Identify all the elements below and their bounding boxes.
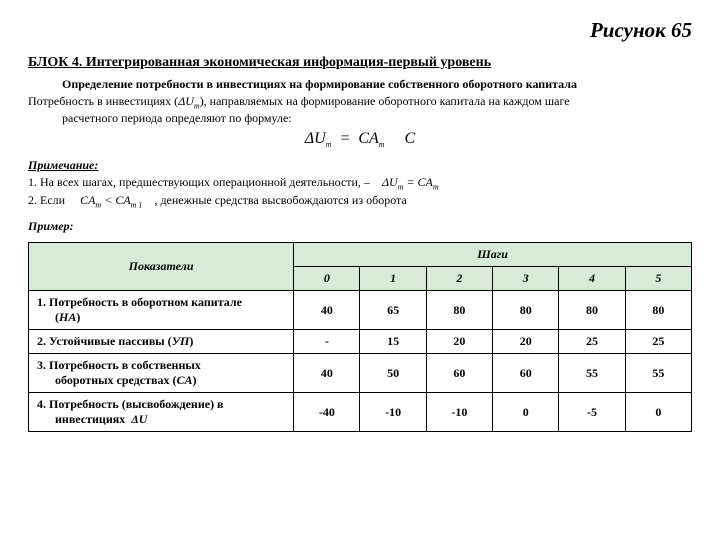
block-title: БЛОК 4. Интегрированная экономическая ин… [28, 55, 692, 71]
example-heading: Пример: [28, 219, 692, 234]
para-main: Потребность в инвестициях (ΔUm), направл… [28, 94, 692, 126]
cell-value: 55 [625, 354, 691, 393]
note1-formula: ΔUm = CAm [382, 175, 439, 189]
table-row: 2. Устойчивые пассивы (УП)-1520202525 [29, 330, 692, 354]
para-lead: Потребность в инвестициях ( [28, 94, 178, 108]
cell-value: 40 [294, 354, 360, 393]
para-symbol: ΔUm [178, 94, 200, 108]
row-label: 2. Устойчивые пассивы (УП) [29, 330, 294, 354]
cell-value: - [294, 330, 360, 354]
cell-value: 25 [559, 330, 625, 354]
note2-formula: CAm < CAm 1 [80, 193, 142, 207]
cell-value: 25 [625, 330, 691, 354]
cell-value: 40 [294, 291, 360, 330]
th-step: 0 [294, 267, 360, 291]
cell-value: 60 [493, 354, 559, 393]
th-indicators: Показатели [29, 243, 294, 291]
table-row: 4. Потребность (высвобождение) винвестиц… [29, 393, 692, 432]
cell-value: -40 [294, 393, 360, 432]
sub-title: Определение потребности в инвестициях на… [62, 77, 692, 92]
cell-value: -5 [559, 393, 625, 432]
note-2: 2. Если CAm < CAm 1 , денежные средства … [28, 193, 692, 209]
para-rest2: расчетного периода определяют по формуле… [28, 111, 692, 126]
note1-pre: 1. На всех шагах, предшествующих операци… [28, 175, 373, 189]
cell-value: -10 [426, 393, 492, 432]
row-label: 3. Потребность в собственныхоборотных ср… [29, 354, 294, 393]
th-step: 2 [426, 267, 492, 291]
cell-value: 0 [493, 393, 559, 432]
note2-pre: 2. Если [28, 193, 68, 207]
note-1: 1. На всех шагах, предшествующих операци… [28, 175, 692, 191]
cell-value: 60 [426, 354, 492, 393]
data-table: Показатели Шаги 012345 1. Потребность в … [28, 242, 692, 432]
cell-value: 0 [625, 393, 691, 432]
note2-post: , денежные средства высвобождаются из об… [151, 193, 406, 207]
th-step: 5 [625, 267, 691, 291]
cell-value: 15 [360, 330, 426, 354]
cell-value: 80 [625, 291, 691, 330]
th-step: 1 [360, 267, 426, 291]
th-step: 3 [493, 267, 559, 291]
cell-value: 20 [493, 330, 559, 354]
row-label: 1. Потребность в оборотном капитале(HA) [29, 291, 294, 330]
table-row: 1. Потребность в оборотном капитале(HA)4… [29, 291, 692, 330]
note-heading: Примечание: [28, 158, 692, 173]
cell-value: 55 [559, 354, 625, 393]
table-row: 3. Потребность в собственныхоборотных ср… [29, 354, 692, 393]
th-step: 4 [559, 267, 625, 291]
row-label: 4. Потребность (высвобождение) винвестиц… [29, 393, 294, 432]
figure-number: Рисунок 65 [28, 18, 692, 43]
cell-value: -10 [360, 393, 426, 432]
cell-value: 80 [426, 291, 492, 330]
cell-value: 65 [360, 291, 426, 330]
th-steps: Шаги [294, 243, 692, 267]
para-rest1: ), направляемых на формирование оборотно… [200, 94, 570, 108]
cell-value: 50 [360, 354, 426, 393]
cell-value: 80 [493, 291, 559, 330]
cell-value: 80 [559, 291, 625, 330]
main-formula: ΔUm = CAm C [28, 130, 692, 149]
cell-value: 20 [426, 330, 492, 354]
